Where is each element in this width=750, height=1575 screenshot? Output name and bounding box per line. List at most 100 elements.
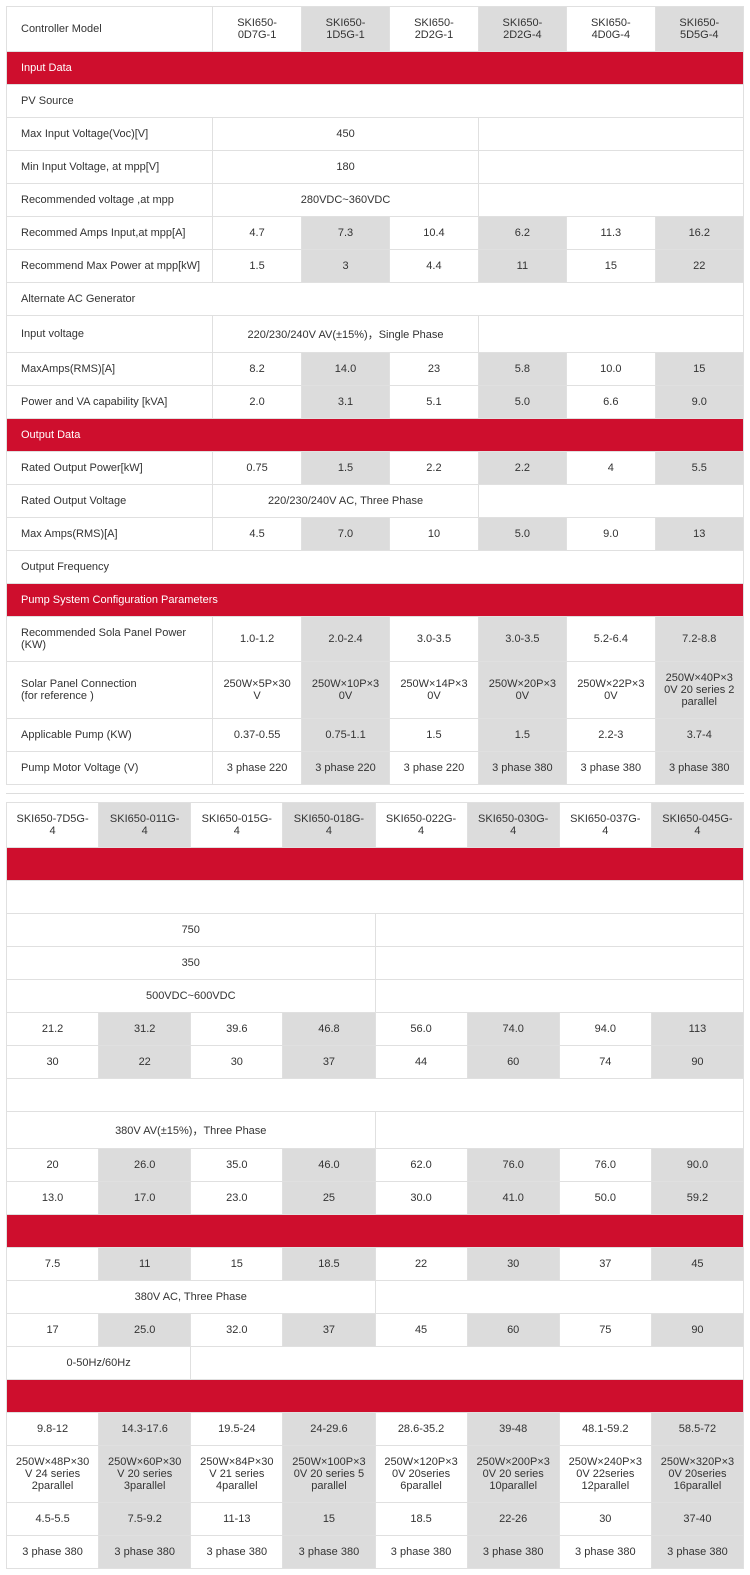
cell: 5.1 xyxy=(390,386,478,419)
cell: 250W×320P×30V 20series 16parallel xyxy=(651,1446,743,1503)
label: Pump Motor Voltage (V) xyxy=(7,752,213,785)
cell: 20 xyxy=(7,1149,99,1182)
cell: 17 xyxy=(7,1314,99,1347)
label: Output Frequency xyxy=(7,551,744,584)
max-amps-out-row: Max Amps(RMS)[A] 4.5 7.0 10 5.0 9.0 13 xyxy=(7,518,744,551)
label: Recommed Amps Input,at mpp[A] xyxy=(7,217,213,250)
divider xyxy=(6,793,744,794)
header xyxy=(7,1380,744,1413)
cell: 3 phase 380 xyxy=(478,752,566,785)
cell: 10 xyxy=(390,518,478,551)
cell: 14.0 xyxy=(301,353,389,386)
cell: 6.2 xyxy=(478,217,566,250)
cell: 3.7-4 xyxy=(655,719,743,752)
cell: 39-48 xyxy=(467,1413,559,1446)
cell: 380V AV(±15%)，Three Phase xyxy=(7,1112,376,1149)
cell: 60 xyxy=(467,1314,559,1347)
cell: 3 phase 380 xyxy=(99,1536,191,1569)
label: Input voltage xyxy=(7,316,213,353)
cell: 60 xyxy=(467,1046,559,1079)
cell: 3.0-3.5 xyxy=(478,617,566,662)
cell: 23 xyxy=(390,353,478,386)
cell: 250W×14P×30V xyxy=(390,662,478,719)
rec-amps-row: 21.2 31.2 39.6 46.8 56.0 74.0 94.0 113 xyxy=(7,1013,744,1046)
cell: 14.3-17.6 xyxy=(99,1413,191,1446)
cell xyxy=(375,1112,744,1149)
cell: 8.2 xyxy=(213,353,301,386)
cell: 74 xyxy=(559,1046,651,1079)
cell: 37 xyxy=(559,1248,651,1281)
model-cell: SKI650-037G-4 xyxy=(559,803,651,848)
cell: 3 phase 380 xyxy=(567,752,655,785)
cell: 2.2-3 xyxy=(567,719,655,752)
cell: 250W×20P×30V xyxy=(478,662,566,719)
cell: 75 xyxy=(559,1314,651,1347)
cell: 11 xyxy=(99,1248,191,1281)
cell: 5.0 xyxy=(478,518,566,551)
header xyxy=(7,1215,744,1248)
pump-motor-row: 3 phase 380 3 phase 380 3 phase 380 3 ph… xyxy=(7,1536,744,1569)
cell: 3 phase 380 xyxy=(651,1536,743,1569)
app-pump-row: Applicable Pump (KW) 0.37-0.55 0.75-1.1 … xyxy=(7,719,744,752)
spec-table-2: SKI650-7D5G-4 SKI650-011G-4 SKI650-015G-… xyxy=(6,802,744,1569)
label: Min Input Voltage, at mpp[V] xyxy=(7,151,213,184)
cell: 3.1 xyxy=(301,386,389,419)
model-cell: SKI650-022G-4 xyxy=(375,803,467,848)
cell xyxy=(478,118,743,151)
cell xyxy=(7,881,744,914)
cell: 30 xyxy=(191,1046,283,1079)
cell: 32.0 xyxy=(191,1314,283,1347)
cell: 30 xyxy=(7,1046,99,1079)
cell: 7.2-8.8 xyxy=(655,617,743,662)
cell: 16.2 xyxy=(655,217,743,250)
cell: 9.8-12 xyxy=(7,1413,99,1446)
cell: 15 xyxy=(283,1503,375,1536)
cell: 48.1-59.2 xyxy=(559,1413,651,1446)
cell: 22 xyxy=(655,250,743,283)
cell: 46.0 xyxy=(283,1149,375,1182)
cell: 7.5-9.2 xyxy=(99,1503,191,1536)
model-cell: SKI650-045G-4 xyxy=(651,803,743,848)
output-data-header xyxy=(7,1215,744,1248)
cell xyxy=(478,316,743,353)
cell: 1.5 xyxy=(301,452,389,485)
cell: 30 xyxy=(559,1503,651,1536)
cell: 3.0-3.5 xyxy=(390,617,478,662)
cell xyxy=(375,1281,744,1314)
cell: 3 phase 380 xyxy=(283,1536,375,1569)
cell: 56.0 xyxy=(375,1013,467,1046)
input-data-header xyxy=(7,848,744,881)
cell: 4 xyxy=(567,452,655,485)
cell xyxy=(375,980,744,1013)
cell: 500VDC~600VDC xyxy=(7,980,376,1013)
cell: 62.0 xyxy=(375,1149,467,1182)
cell: 250W×240P×30V 22series 12parallel xyxy=(559,1446,651,1503)
cell: 0.75 xyxy=(213,452,301,485)
cell: 90 xyxy=(651,1046,743,1079)
model-cell: SKI650-0D7G-1 xyxy=(213,7,301,52)
cell: 3 phase 380 xyxy=(7,1536,99,1569)
cell: 0-50Hz/60Hz xyxy=(7,1347,191,1380)
cell: 37-40 xyxy=(651,1503,743,1536)
pump-config-header: Pump System Configuration Parameters xyxy=(7,584,744,617)
rec-sola-row: 9.8-12 14.3-17.6 19.5-24 24-29.6 28.6-35… xyxy=(7,1413,744,1446)
cell: 3 phase 380 xyxy=(375,1536,467,1569)
label: Recommended voltage ,at mpp xyxy=(7,184,213,217)
cell: 220/230/240V AC, Three Phase xyxy=(213,485,478,518)
models-row: SKI650-7D5G-4 SKI650-011G-4 SKI650-015G-… xyxy=(7,803,744,848)
cell: 250W×84P×30V 21 series 4parallel xyxy=(191,1446,283,1503)
cell: 250W×10P×30V xyxy=(301,662,389,719)
cell: 280VDC~360VDC xyxy=(213,184,478,217)
header: Output Data xyxy=(7,419,744,452)
cell: 3 phase 380 xyxy=(191,1536,283,1569)
models-row: Controller Model SKI650-0D7G-1 SKI650-1D… xyxy=(7,7,744,52)
cell xyxy=(478,485,743,518)
label: MaxAmps(RMS)[A] xyxy=(7,353,213,386)
cell: 17.0 xyxy=(99,1182,191,1215)
cell: 45 xyxy=(375,1314,467,1347)
cell: 41.0 xyxy=(467,1182,559,1215)
rec-max-power-row: 30 22 30 37 44 60 74 90 xyxy=(7,1046,744,1079)
cell: 11 xyxy=(478,250,566,283)
cell: 0.37-0.55 xyxy=(213,719,301,752)
spec-table-1: Controller Model SKI650-0D7G-1 SKI650-1D… xyxy=(6,6,744,785)
